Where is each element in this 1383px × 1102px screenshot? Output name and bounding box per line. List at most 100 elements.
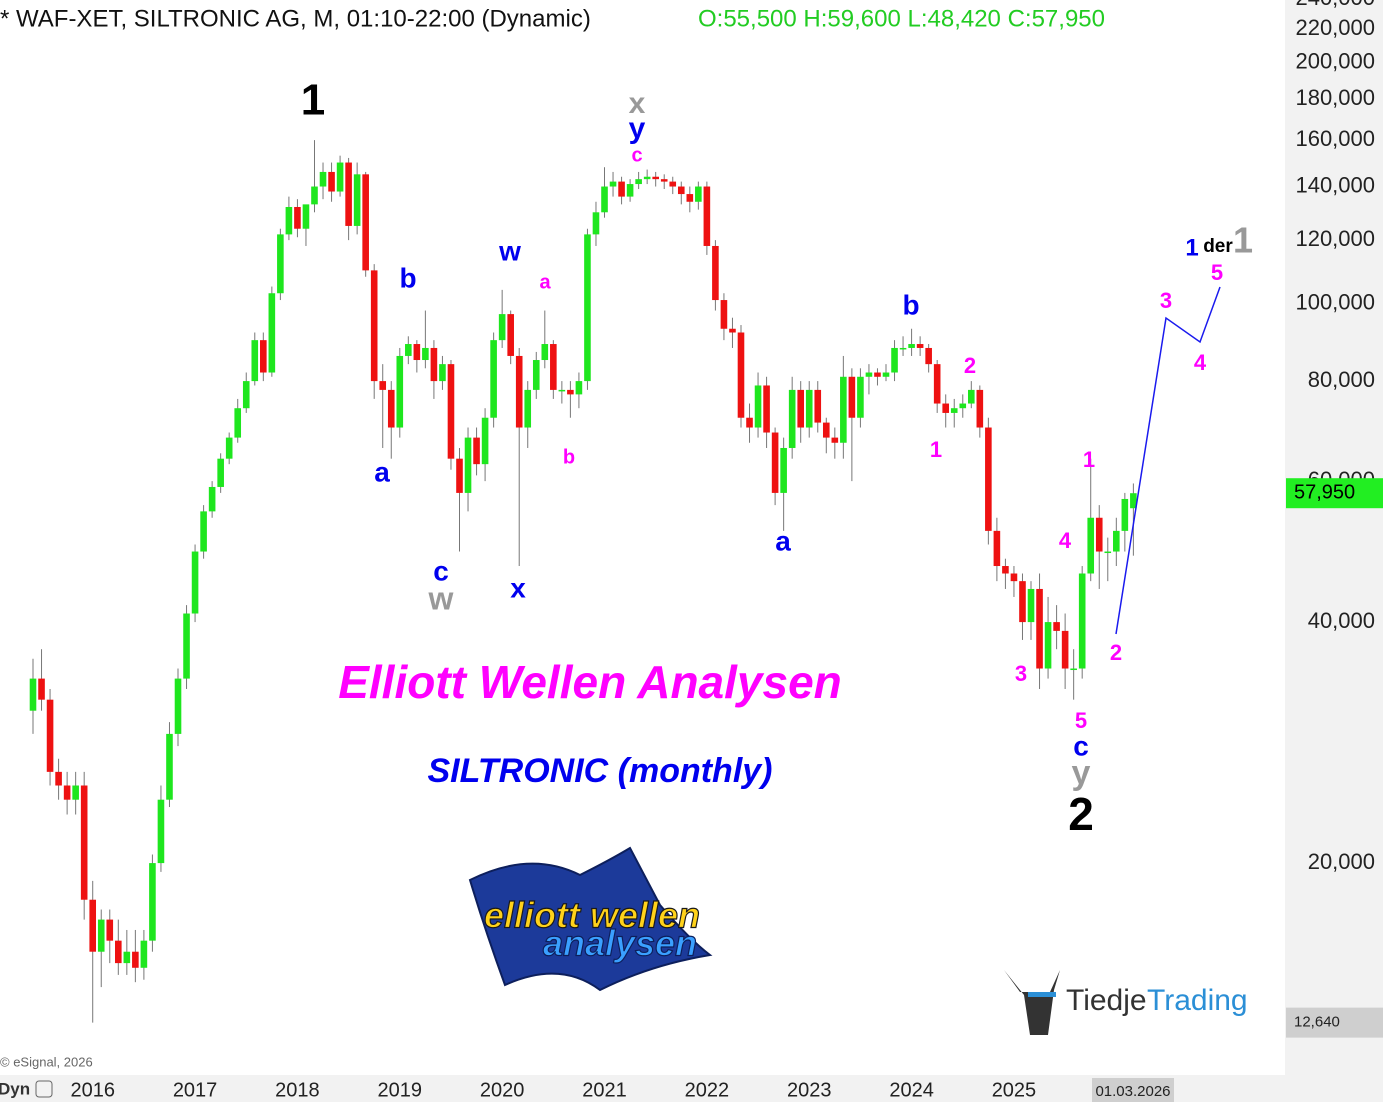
candle-body [601,186,608,213]
wave-label: 1 [301,76,325,125]
candle-body [123,951,131,964]
candle-body [302,204,310,229]
y-tick-label: 200,000 [1295,48,1375,73]
wave-label: a [539,271,551,293]
candle-body [788,389,796,448]
candle-body [422,347,429,361]
candle-body [353,174,361,226]
candle-body [481,417,489,465]
candle-body [1130,493,1137,509]
wave-label: 1 [1185,234,1198,261]
candle-body [1087,517,1095,574]
y-tick-label: 20,000 [1308,849,1375,874]
header: * WAF-XET, SILTRONIC AG, M, 01:10-22:00 … [0,5,591,32]
price-marker-label: 57,950 [1294,481,1355,503]
brand-text: Trading [1147,984,1248,1017]
candle-body [242,381,250,409]
candle-body [1078,573,1086,669]
wave-label: c [433,555,449,586]
candle-body [933,364,941,404]
candle-body [447,364,455,459]
y-tick-label: 240,000 [1295,0,1375,10]
wave-label: 1 [930,437,942,462]
wave-label: c [1073,730,1089,761]
wave-label: c [631,144,642,166]
y-tick-label: 160,000 [1295,126,1375,151]
candle-body [985,427,992,531]
candle-body [132,951,139,968]
candle-body [29,678,37,711]
candle-body [507,314,514,356]
candle-body [976,389,984,428]
candle-body [97,919,105,952]
wave-label: w [428,580,454,616]
x-tick-label: 2022 [685,1079,730,1101]
candle-body [993,530,1001,567]
logo-flag [468,846,713,992]
candle-body [379,381,387,390]
candle-body [80,785,88,900]
candle-body [456,458,463,493]
candle-body [38,678,45,700]
wave-label: 5 [1211,260,1223,285]
candle-body [950,408,958,413]
candle-body [413,344,421,361]
candle-body [439,364,446,382]
candle-body [89,899,97,952]
lock-icon [35,1080,53,1098]
candle-body [115,940,122,964]
x-tick-label: 2023 [787,1079,832,1101]
candle-body [754,385,762,428]
current-date: 01.03.2026 [1095,1083,1170,1100]
projection-path [1115,286,1221,635]
candle-body [106,919,114,941]
candle-body [746,417,753,428]
y-tick-label: 40,000 [1308,608,1375,633]
candle-body [149,863,156,941]
candle-body [1036,588,1043,669]
y-tick-label: 140,000 [1295,172,1375,197]
candle-body [328,171,335,192]
wave-label: x [510,572,526,603]
candle-body [669,181,677,187]
candle-body [1061,630,1069,669]
candle-body [396,355,404,428]
x-tick-label: 2016 [70,1079,115,1101]
x-tick-label: 2017 [173,1079,218,1101]
candle-body [541,344,549,361]
candle-body [208,486,216,512]
wave-label: 2 [964,353,976,378]
candle-body [575,381,583,395]
brand-text: Tiedje [1066,984,1147,1017]
candle-body [405,344,412,356]
candle-body [387,389,395,428]
wave-label: x [629,87,646,120]
candle-body [1095,517,1103,552]
candle-body [157,799,165,864]
candle-body [532,360,540,390]
candle-body [225,437,233,459]
candle-body [712,245,719,301]
y-tick-label: 80,000 [1308,367,1375,392]
copyright: © eSignal, 2026 [0,1054,93,1069]
candle-body [584,234,591,382]
candle-body [234,408,242,438]
candle-body [1104,551,1112,554]
candle-body [285,206,293,235]
candle-body [63,785,71,800]
candle-body [831,437,839,443]
mode-label: Dyn [0,1079,30,1098]
candle-body [191,551,199,614]
candle-body [567,389,574,395]
candle-body [550,344,557,390]
candle-body [319,171,327,187]
date-box [1092,1078,1174,1102]
candle-body [677,186,685,195]
wave-label: b [902,289,919,320]
candle-body [268,293,276,373]
candle-body [260,340,267,373]
candle-body [874,372,881,377]
candle-body [1027,588,1035,623]
candle-body [72,785,79,800]
